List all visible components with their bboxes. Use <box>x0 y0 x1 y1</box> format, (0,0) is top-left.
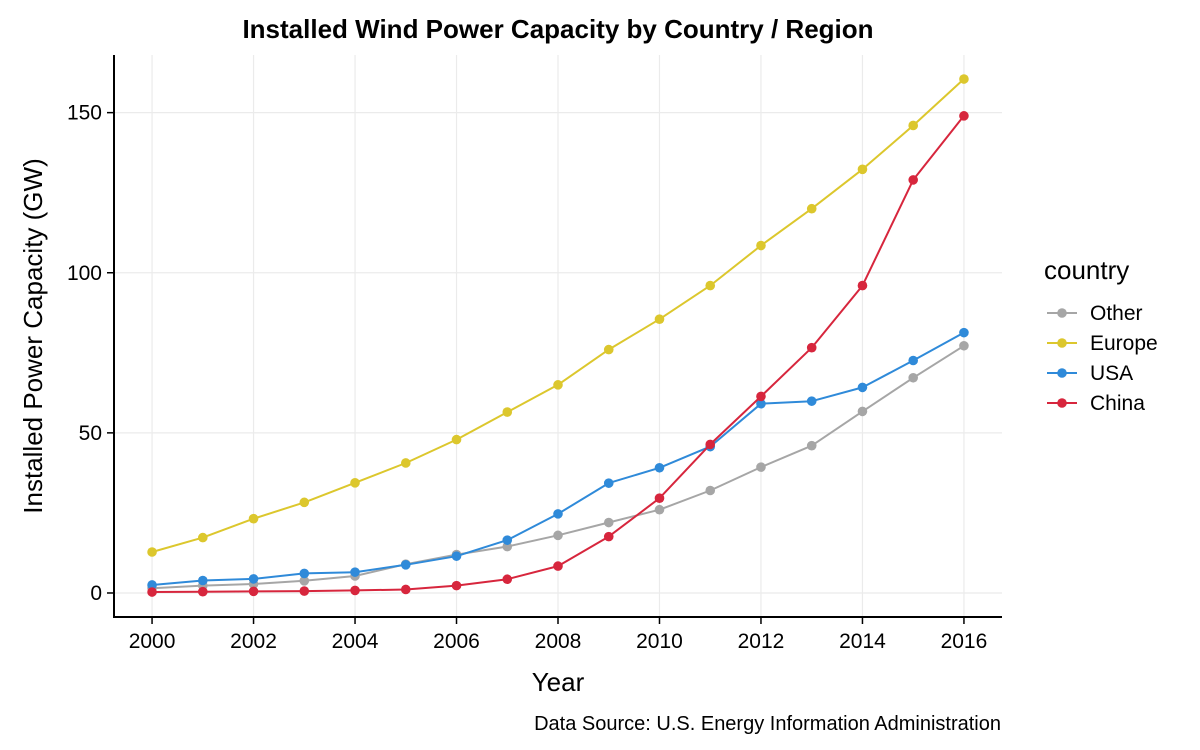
data-point-other <box>654 504 665 515</box>
data-point-china <box>451 580 462 591</box>
y-axis-title: Installed Power Capacity (GW) <box>18 158 48 513</box>
x-tick-label: 2002 <box>230 630 277 653</box>
data-point-china <box>857 280 868 291</box>
data-point-other <box>908 372 918 383</box>
x-tick-label: 2008 <box>535 630 582 653</box>
data-point-usa <box>756 398 766 409</box>
data-point-china <box>248 586 259 597</box>
data-point-other <box>553 530 563 541</box>
data-source-caption: Data Source: U.S. Energy Information Adm… <box>534 713 1001 735</box>
chart-title: Installed Wind Power Capacity by Country… <box>242 14 873 44</box>
series-layer <box>147 74 969 597</box>
data-point-china <box>959 111 969 121</box>
legend-item-other: Other <box>1047 302 1143 325</box>
data-point-china <box>806 342 817 353</box>
data-point-china <box>603 531 614 542</box>
data-point-china <box>705 439 716 450</box>
data-point-other <box>959 340 969 351</box>
series-china <box>147 111 969 597</box>
legend-item-europe: Europe <box>1047 332 1158 355</box>
data-point-europe <box>553 380 563 390</box>
x-axis-title: Year <box>532 667 585 697</box>
data-point-china <box>198 586 208 597</box>
data-point-europe <box>654 314 665 324</box>
data-point-europe <box>603 344 614 355</box>
data-point-usa <box>959 327 969 338</box>
data-point-usa <box>451 551 462 561</box>
data-point-europe <box>705 280 716 291</box>
data-point-europe <box>857 164 868 175</box>
gridlines <box>114 55 1002 617</box>
data-point-china <box>553 561 563 571</box>
legend-label: Europe <box>1090 332 1158 355</box>
legend-title: country <box>1044 255 1129 285</box>
data-point-usa <box>908 355 918 366</box>
data-point-europe <box>198 532 208 543</box>
legend-label: Other <box>1090 302 1143 325</box>
data-point-china <box>147 587 157 597</box>
series-usa <box>147 327 969 590</box>
axes: 2000 2002 2004 2006 2008 2010 2012 2014 2016 0 50 1… <box>67 55 1002 653</box>
legend-label: China <box>1090 392 1145 415</box>
data-point-china <box>756 391 766 402</box>
x-tick-label: 2010 <box>636 630 683 653</box>
data-point-china <box>908 175 918 185</box>
data-point-usa <box>400 560 411 570</box>
data-point-europe <box>350 478 360 488</box>
x-tick-label: 2012 <box>738 630 785 653</box>
legend-key-point <box>1057 338 1067 348</box>
x-tick-label: 2004 <box>332 630 379 653</box>
data-point-europe <box>451 434 462 445</box>
data-point-europe <box>502 407 513 417</box>
data-point-europe <box>400 458 411 468</box>
y-tick-label: 100 <box>67 262 102 285</box>
legend-item-china: China <box>1047 392 1145 415</box>
data-point-china <box>299 586 310 596</box>
y-tick-label: 50 <box>79 422 102 445</box>
series-europe <box>147 74 969 557</box>
data-point-china <box>350 585 360 596</box>
data-point-europe <box>959 74 969 84</box>
data-point-other <box>857 406 868 417</box>
data-point-europe <box>756 240 766 251</box>
data-point-usa <box>299 568 310 579</box>
data-point-china <box>400 584 411 595</box>
x-tick-label: 2016 <box>941 630 988 653</box>
data-point-usa <box>198 575 208 586</box>
data-point-china <box>502 574 513 585</box>
data-point-europe <box>147 547 157 557</box>
y-tick-label: 150 <box>67 102 102 125</box>
data-point-usa <box>248 574 259 584</box>
legend-key-point <box>1057 368 1067 378</box>
x-tick-label: 2006 <box>433 630 480 653</box>
legend-item-usa: USA <box>1047 362 1133 385</box>
data-point-usa <box>603 478 614 488</box>
data-point-usa <box>350 567 360 577</box>
data-point-usa <box>654 462 665 473</box>
data-point-usa <box>502 535 513 545</box>
data-point-europe <box>248 513 259 524</box>
y-tick-label: 0 <box>90 582 102 605</box>
legend-key-point <box>1057 308 1067 318</box>
x-tick-label: 2014 <box>839 630 886 653</box>
data-point-china <box>654 493 665 503</box>
data-point-usa <box>857 382 868 393</box>
legend-key-point <box>1057 398 1067 408</box>
data-point-europe <box>299 497 310 508</box>
data-point-usa <box>553 509 563 519</box>
legend-label: USA <box>1090 362 1133 385</box>
data-point-europe <box>908 120 918 131</box>
data-point-other <box>603 517 614 528</box>
data-point-usa <box>806 396 817 406</box>
data-point-usa <box>147 580 157 590</box>
data-point-other <box>756 462 766 472</box>
data-point-europe <box>806 203 817 214</box>
x-tick-label: 2000 <box>129 630 176 653</box>
data-point-other <box>299 576 310 586</box>
legend: country Other Europe USA China <box>1044 255 1158 415</box>
data-point-other <box>705 485 716 496</box>
data-point-other <box>806 440 817 451</box>
